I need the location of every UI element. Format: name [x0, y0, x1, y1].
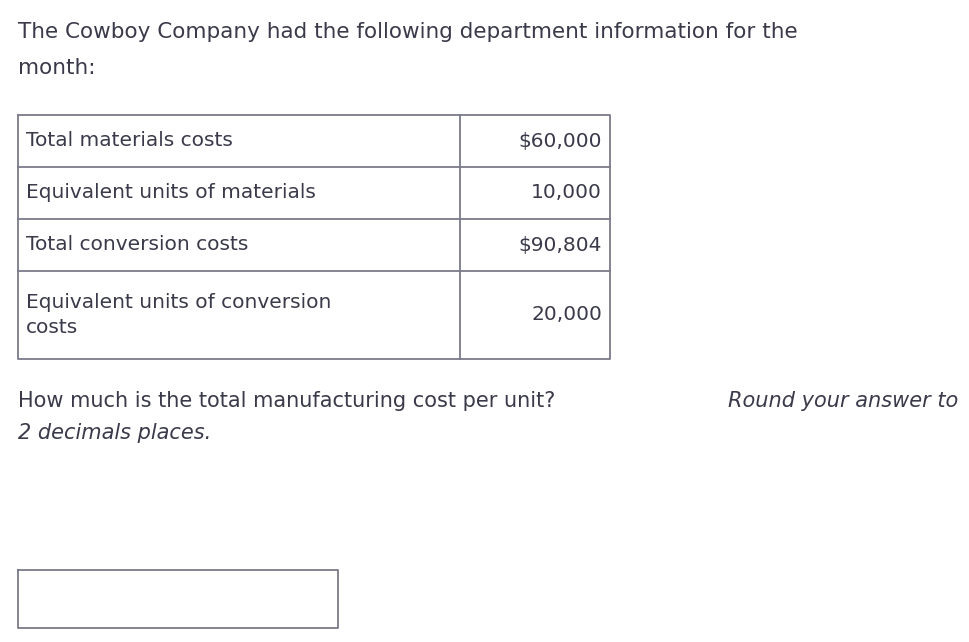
- Text: costs: costs: [26, 318, 78, 336]
- Text: Equivalent units of conversion: Equivalent units of conversion: [26, 293, 331, 313]
- Text: Equivalent units of materials: Equivalent units of materials: [26, 184, 316, 202]
- Text: Total conversion costs: Total conversion costs: [26, 236, 248, 254]
- Text: The Cowboy Company had the following department information for the: The Cowboy Company had the following dep…: [18, 22, 797, 42]
- Text: month:: month:: [18, 58, 95, 78]
- Text: $60,000: $60,000: [518, 132, 602, 150]
- Text: Round your answer to: Round your answer to: [728, 391, 957, 411]
- Text: $90,804: $90,804: [518, 236, 602, 254]
- Text: 20,000: 20,000: [531, 306, 602, 324]
- Text: 10,000: 10,000: [531, 184, 602, 202]
- Text: 2 decimals places.: 2 decimals places.: [18, 423, 211, 443]
- Text: How much is the total manufacturing cost per unit?: How much is the total manufacturing cost…: [18, 391, 568, 411]
- Text: Total materials costs: Total materials costs: [26, 132, 233, 150]
